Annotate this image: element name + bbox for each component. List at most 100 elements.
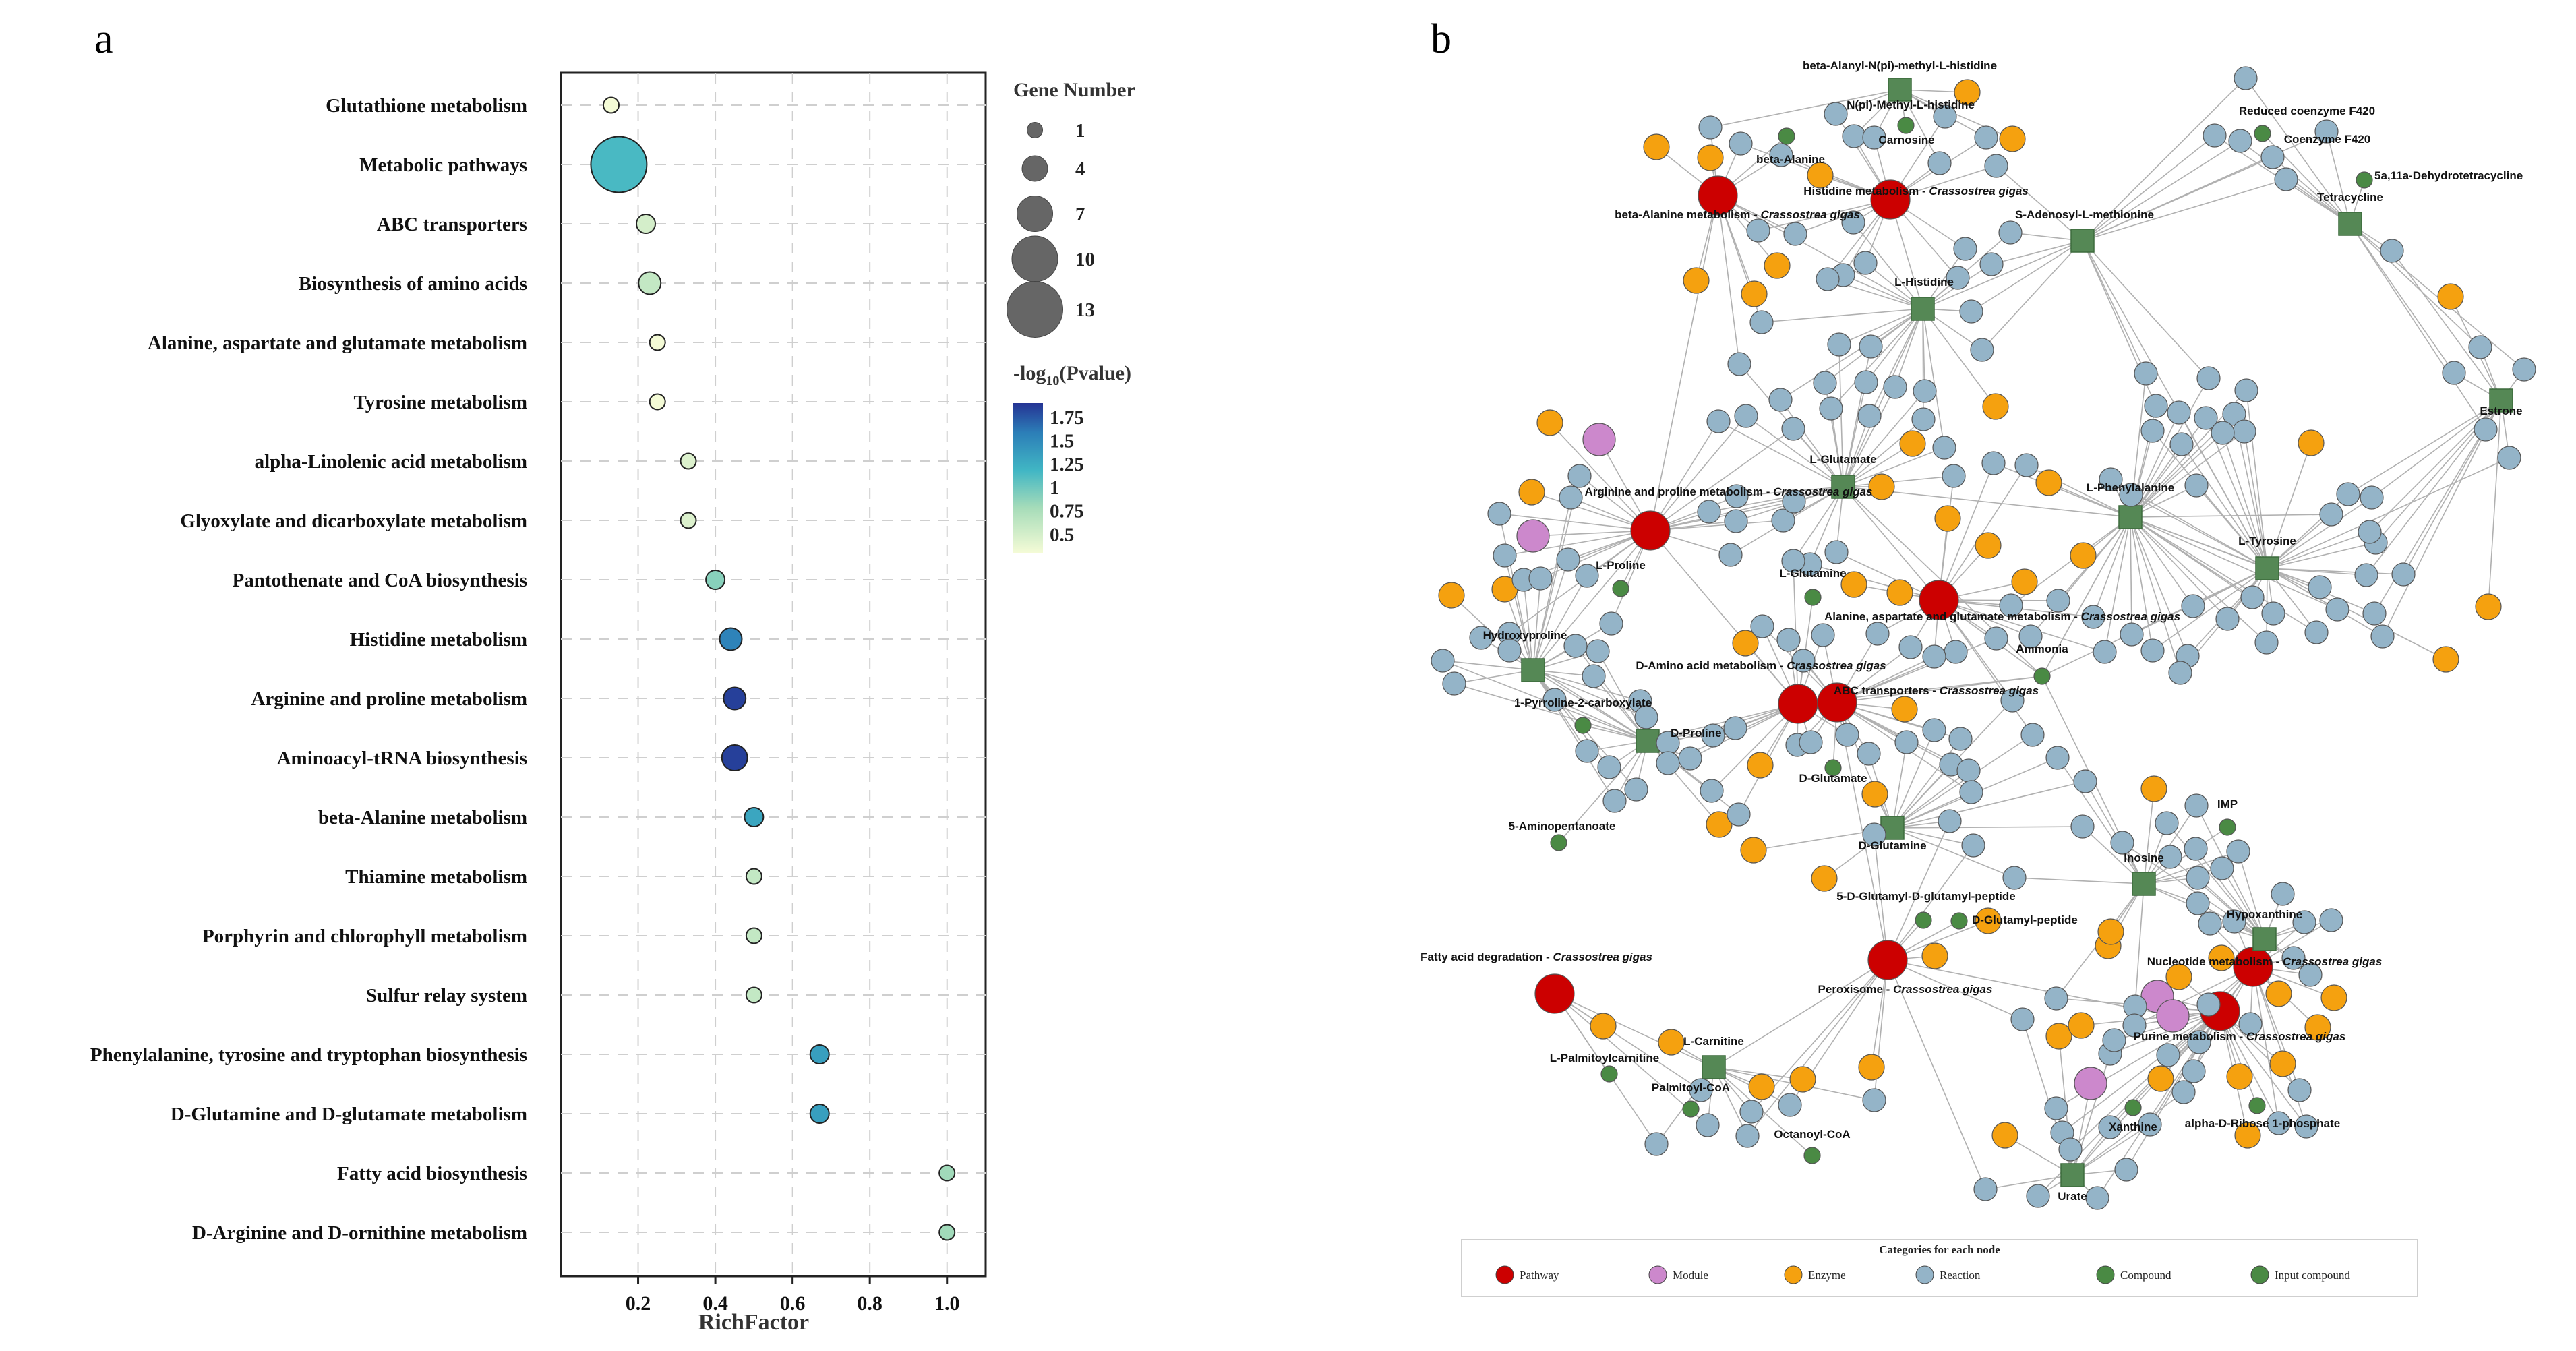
enzyme-node (1807, 162, 1834, 189)
reaction-node (2045, 746, 2070, 770)
network-edge (1454, 669, 1534, 684)
network-edge (1887, 845, 1974, 961)
network-edge (1843, 419, 1924, 487)
network-node-label: Coenzyme F420 (2284, 133, 2371, 146)
network-edge (1554, 699, 1648, 742)
network-edge (1892, 742, 1907, 829)
reaction-node (1696, 1113, 1720, 1137)
reaction-node (2196, 992, 2221, 1017)
enzyme-node (2234, 1122, 2261, 1149)
size-legend-label: 10 (1075, 249, 1095, 270)
network-node-label: Octanoyl-CoA (1774, 1128, 1850, 1141)
network-node-label: D-Glutamyl-peptide (1972, 913, 2078, 926)
reaction-node (2144, 394, 2168, 418)
reaction-node (1883, 375, 1907, 399)
category-label: Alanine, aspartate and glutamate metabol… (148, 332, 527, 354)
color-legend-label: 1.5 (1050, 431, 1074, 452)
enzyme-node (2298, 429, 2325, 456)
enzyme-node (1921, 942, 1948, 969)
reaction-node (2155, 811, 2179, 835)
network-edge (1843, 447, 1945, 487)
enzyme-node (1764, 252, 1791, 279)
compound-node (2252, 927, 2277, 951)
reaction-node (2380, 239, 2404, 263)
reaction-node (1586, 639, 1610, 663)
compound-node (2254, 125, 2271, 142)
network-edge (1650, 501, 1795, 531)
network-edge (1843, 486, 1940, 601)
enzyme-node (2035, 469, 2062, 496)
compound-node (1915, 911, 1932, 929)
reaction-node (1857, 742, 1881, 766)
pathway-node (1778, 684, 1818, 724)
network-legend-swatch (2096, 1265, 2115, 1284)
network-node-label: N(pi)-Methyl-L-histidine (1847, 98, 1975, 111)
reaction-node (1824, 102, 1848, 126)
reaction-node (2114, 1158, 2138, 1182)
color-legend-bar (1013, 403, 1043, 553)
enzyme-node (2147, 1065, 2174, 1092)
network-edge (1843, 386, 1896, 487)
reaction-node (2260, 145, 2285, 169)
reaction-node (2010, 1007, 2035, 1031)
category-label: Thiamine metabolism (345, 866, 527, 888)
pathway-node (1534, 973, 1575, 1014)
enzyme-node (2265, 980, 2292, 1007)
network-nodes (1431, 66, 2536, 1210)
network-legend-label: Reaction (1940, 1269, 1981, 1282)
reaction-node (1865, 622, 1890, 646)
network-legend-label: Input compound (2275, 1269, 2350, 1282)
reaction-node (2222, 909, 2246, 934)
network-edge (1809, 486, 1844, 565)
network-edge (2041, 568, 2268, 677)
grid-lines (561, 73, 986, 1276)
network-edge (1892, 781, 2086, 829)
network-edge (1650, 428, 1794, 531)
x-tick-label: 0.8 (857, 1292, 882, 1315)
network-edge (2347, 400, 2502, 495)
reaction-node (1913, 379, 1937, 403)
network-edge (2082, 135, 2215, 241)
reaction-node (1487, 502, 1511, 526)
reaction-node (2018, 624, 2043, 649)
reaction-node (2336, 482, 2360, 506)
reaction-node (2073, 769, 2097, 793)
network-edge (2244, 431, 2268, 569)
size-legend-circle (1007, 281, 1063, 338)
network-edge (2130, 514, 2332, 518)
category-label: Arginine and proline metabolism (251, 688, 527, 710)
network-edge (2082, 78, 2246, 241)
network-edge (2488, 400, 2502, 607)
network-node-label: IMP (2217, 798, 2238, 810)
bubble (680, 452, 697, 470)
reaction-node (2120, 622, 2144, 647)
panel-a-letter: a (94, 16, 113, 62)
network-edge (1830, 408, 1844, 487)
reaction-node (1678, 746, 1702, 771)
network-edge (1991, 240, 2083, 265)
compound-node (2118, 505, 2143, 529)
reaction-node (1922, 644, 1946, 669)
reaction-node (1961, 833, 1985, 858)
network-edge (2143, 788, 2155, 884)
reaction-node (2354, 563, 2378, 587)
compound-node (1550, 834, 1567, 851)
enzyme-node (2475, 593, 2502, 620)
network-node-label: S-Adenosyl-L-methionine (2015, 208, 2154, 221)
network-node-label: Tetracycline (2317, 191, 2383, 204)
network-edge (2267, 497, 2372, 569)
enzyme-node (2437, 283, 2464, 310)
compound-node (1636, 729, 1660, 753)
enzyme-node (1658, 1029, 1685, 1056)
color-legend-label: 1.75 (1050, 407, 1084, 429)
reaction-node (1582, 664, 1606, 688)
reaction-node (1781, 549, 1805, 573)
network-edge (1938, 475, 1954, 601)
network-edge (1708, 486, 1844, 512)
bubble (745, 927, 762, 944)
size-legend-label: 1 (1075, 120, 1085, 142)
reaction-node (1835, 723, 1859, 747)
reaction-node (2184, 793, 2209, 818)
reaction-node (1783, 222, 1807, 246)
network-edge (1892, 827, 1974, 846)
